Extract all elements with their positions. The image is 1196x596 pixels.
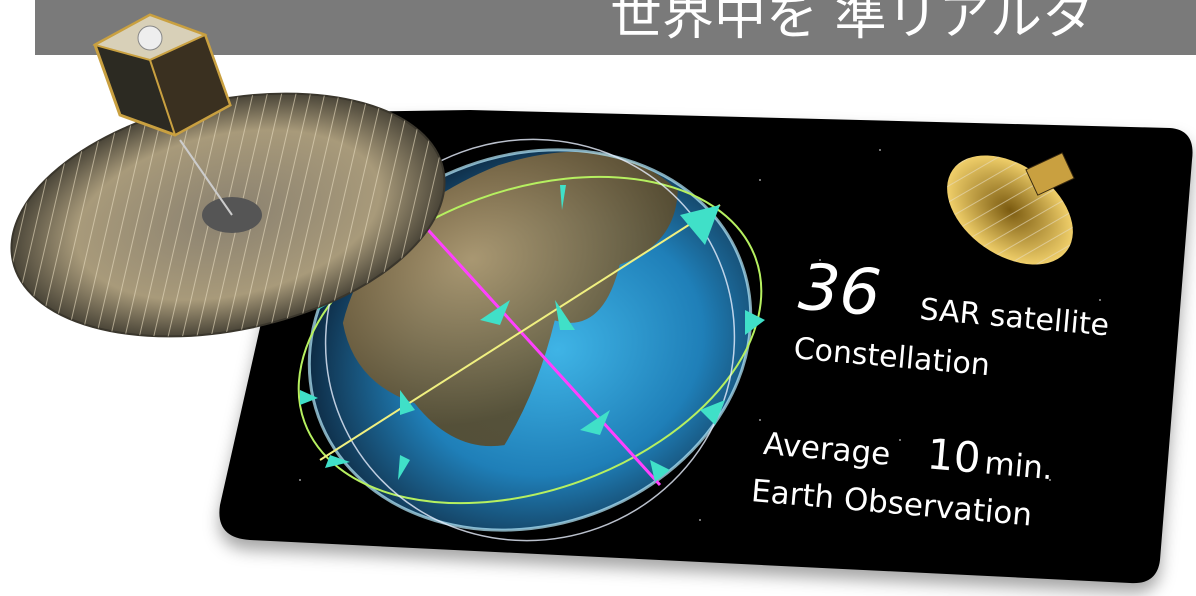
- stars: [299, 149, 1101, 521]
- count: 36: [796, 251, 884, 332]
- average-value: 10: [925, 429, 983, 482]
- orbit-track: [319, 204, 721, 461]
- large-satellite: [10, 13, 446, 338]
- banner: [35, 0, 1196, 55]
- small-satellite: [947, 152, 1075, 265]
- average-unit: min.: [983, 445, 1054, 487]
- orbit-track: [408, 208, 662, 487]
- banner-text: 世界中を 準リアルタ: [610, 0, 1094, 47]
